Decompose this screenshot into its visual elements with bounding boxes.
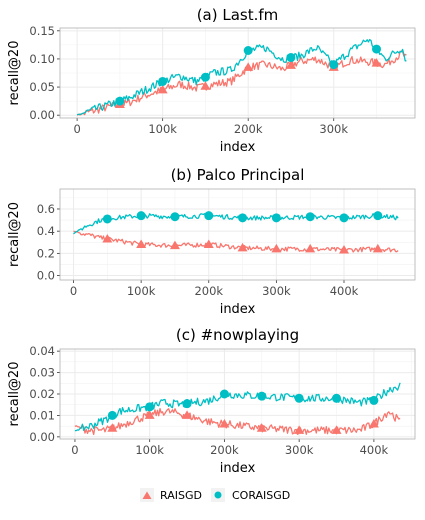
x-tick-label: 0	[71, 443, 78, 457]
marker-coraisgd	[145, 402, 155, 412]
marker-raisgd	[182, 410, 193, 419]
legend-marker-raisgd	[142, 491, 152, 499]
x-tick-label: 300k	[262, 284, 291, 298]
y-tick-label: 0.2	[37, 246, 55, 260]
marker-coraisgd	[136, 211, 146, 221]
marker-coraisgd	[332, 393, 342, 403]
marker-coraisgd	[243, 46, 253, 55]
marker-coraisgd	[115, 96, 125, 106]
marker-raisgd	[169, 240, 180, 250]
marker-coraisgd	[158, 76, 168, 86]
legend: RAISGD CORAISGD	[140, 488, 290, 502]
legend-label-raisgd: RAISGD	[160, 489, 202, 502]
marker-raisgd	[368, 419, 379, 428]
y-axis-label: recall@20	[7, 202, 22, 267]
marker-coraisgd	[204, 211, 214, 221]
marker-raisgd	[305, 243, 316, 253]
chart-title: (a) Last.fm	[197, 6, 279, 24]
marker-coraisgd	[182, 399, 192, 409]
marker-raisgd	[200, 81, 211, 90]
chart-title: (b) Palco Principal	[171, 166, 305, 184]
y-tick-label: 0.4	[37, 224, 55, 238]
x-tick-label: 0	[70, 284, 77, 298]
marker-coraisgd	[305, 212, 315, 222]
x-tick-label: 100k	[127, 284, 156, 298]
y-tick-label: 0.15	[29, 24, 55, 38]
y-tick-label: 0.6	[37, 202, 55, 216]
marker-raisgd	[339, 245, 349, 254]
marker-coraisgd	[373, 211, 383, 221]
legend-marker-coraisgd	[214, 491, 222, 499]
chart-panel-2: 0 100k 200k 300k 400k 0.0 0.2 0.4 0.6 (b) Palco P…	[7, 166, 416, 317]
marker-coraisgd	[238, 213, 248, 223]
y-axis-label: recall@20	[7, 362, 22, 427]
marker-raisgd	[136, 239, 147, 248]
y-tick-label: 0.00	[29, 430, 55, 444]
y-tick-label: 0.0	[37, 269, 55, 283]
x-tick-label: 300k	[285, 443, 314, 457]
x-tick-label: 100k	[148, 122, 177, 136]
marker-raisgd	[256, 423, 267, 432]
marker-coraisgd	[257, 391, 267, 401]
x-tick-label: 400k	[330, 284, 359, 298]
x-tick-label: 300k	[319, 122, 348, 136]
marker-coraisgd	[170, 212, 180, 222]
x-tick-label: 200k	[210, 443, 239, 457]
x-tick-label: 200k	[194, 284, 223, 298]
y-tick-label: 0.03	[29, 366, 55, 380]
y-tick-label: 0.10	[29, 52, 55, 66]
plot-border	[59, 188, 416, 281]
marker-raisgd	[102, 233, 113, 243]
marker-raisgd	[331, 425, 342, 434]
x-tick-label: 0	[73, 122, 80, 136]
marker-raisgd	[157, 84, 168, 94]
series-line-coraisgd	[77, 38, 407, 116]
series-line-raisgd	[74, 407, 401, 436]
legend-label-coraisgd: CORAISGD	[232, 489, 290, 502]
x-tick-label: 100k	[135, 443, 164, 457]
chart-title: (c) #nowplaying	[176, 326, 299, 344]
marker-raisgd	[107, 423, 118, 432]
marker-raisgd	[144, 410, 155, 419]
marker-raisgd	[371, 58, 382, 67]
marker-raisgd	[237, 242, 248, 252]
marker-raisgd	[219, 419, 230, 428]
x-axis-label: index	[220, 461, 256, 476]
marker-coraisgd	[294, 393, 304, 403]
y-tick-label: 0.00	[29, 108, 55, 122]
y-tick-label: 0.02	[29, 387, 55, 401]
marker-raisgd	[372, 243, 383, 253]
chart-panel-3: 0 100k 200k 300k 400k 0.00 0.01 0.02 0.03 0.04 (c)…	[7, 326, 416, 476]
x-axis-label: index	[220, 302, 256, 317]
y-tick-label: 0.05	[29, 80, 55, 94]
marker-coraisgd	[339, 213, 349, 223]
marker-coraisgd	[107, 410, 117, 420]
y-tick-label: 0.01	[29, 408, 55, 422]
y-axis-label: recall@20	[7, 41, 22, 106]
marker-coraisgd	[286, 53, 296, 63]
y-tick-label: 0.04	[29, 344, 55, 358]
marker-raisgd	[243, 62, 254, 71]
x-tick-label: 200k	[234, 122, 263, 136]
chart-panel-1: 0 100k 200k 300k 0.00 0.05 0.10 0.15 (a) Last.fm…	[7, 6, 416, 155]
plot-border	[59, 27, 416, 119]
marker-coraisgd	[271, 213, 281, 223]
marker-raisgd	[203, 239, 214, 248]
series-line-raisgd	[76, 50, 407, 116]
x-tick-label: 400k	[360, 443, 389, 457]
marker-raisgd	[294, 425, 305, 434]
marker-coraisgd	[219, 389, 229, 399]
series-line-coraisgd	[74, 382, 401, 432]
plot-border	[59, 348, 416, 440]
marker-raisgd	[285, 60, 296, 69]
marker-coraisgd	[200, 72, 210, 82]
marker-coraisgd	[329, 60, 339, 70]
marker-coraisgd	[372, 44, 382, 54]
x-axis-label: index	[220, 140, 256, 155]
plot-area	[60, 189, 415, 280]
marker-raisgd	[271, 243, 282, 253]
marker-coraisgd	[102, 214, 112, 224]
marker-coraisgd	[369, 395, 379, 405]
